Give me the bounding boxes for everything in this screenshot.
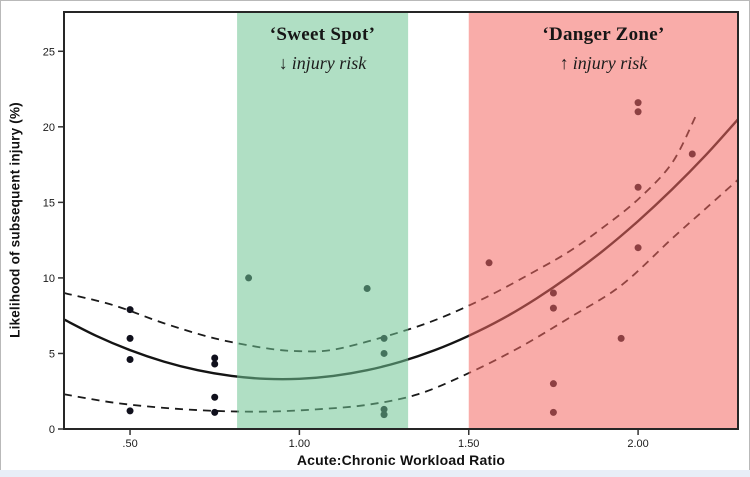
y-tick-label: 5 (49, 348, 55, 360)
x-tick-label: 1.00 (289, 438, 310, 450)
y-tick-label: 20 (43, 122, 55, 134)
data-point (126, 356, 134, 363)
x-tick-label: .50 (122, 438, 137, 450)
ci-lower-curve (63, 179, 739, 413)
sweet-spot-overlay (237, 13, 409, 428)
bottom-strip (0, 470, 750, 477)
x-tick-label: 1.50 (458, 438, 479, 450)
data-point (211, 393, 219, 401)
x-axis-title: Acute:Chronic Workload Ratio (296, 452, 506, 468)
y-tick-label: 10 (43, 273, 55, 285)
data-point (211, 408, 219, 416)
data-point (126, 334, 134, 342)
plot-frame (63, 11, 739, 430)
y-tick-label: 15 (43, 197, 55, 209)
data-point (126, 407, 134, 415)
danger-zone-overlay (468, 13, 738, 428)
data-point (211, 360, 219, 368)
data-point (211, 354, 219, 362)
y-tick-label: 25 (43, 46, 55, 58)
data-point (126, 306, 134, 314)
x-tick-label: 2.00 (627, 438, 648, 450)
y-axis-title: Likelihood of subsequent injury (%) (7, 102, 23, 338)
ci-upper-curve (63, 115, 697, 353)
y-tick-label: 0 (49, 424, 55, 436)
